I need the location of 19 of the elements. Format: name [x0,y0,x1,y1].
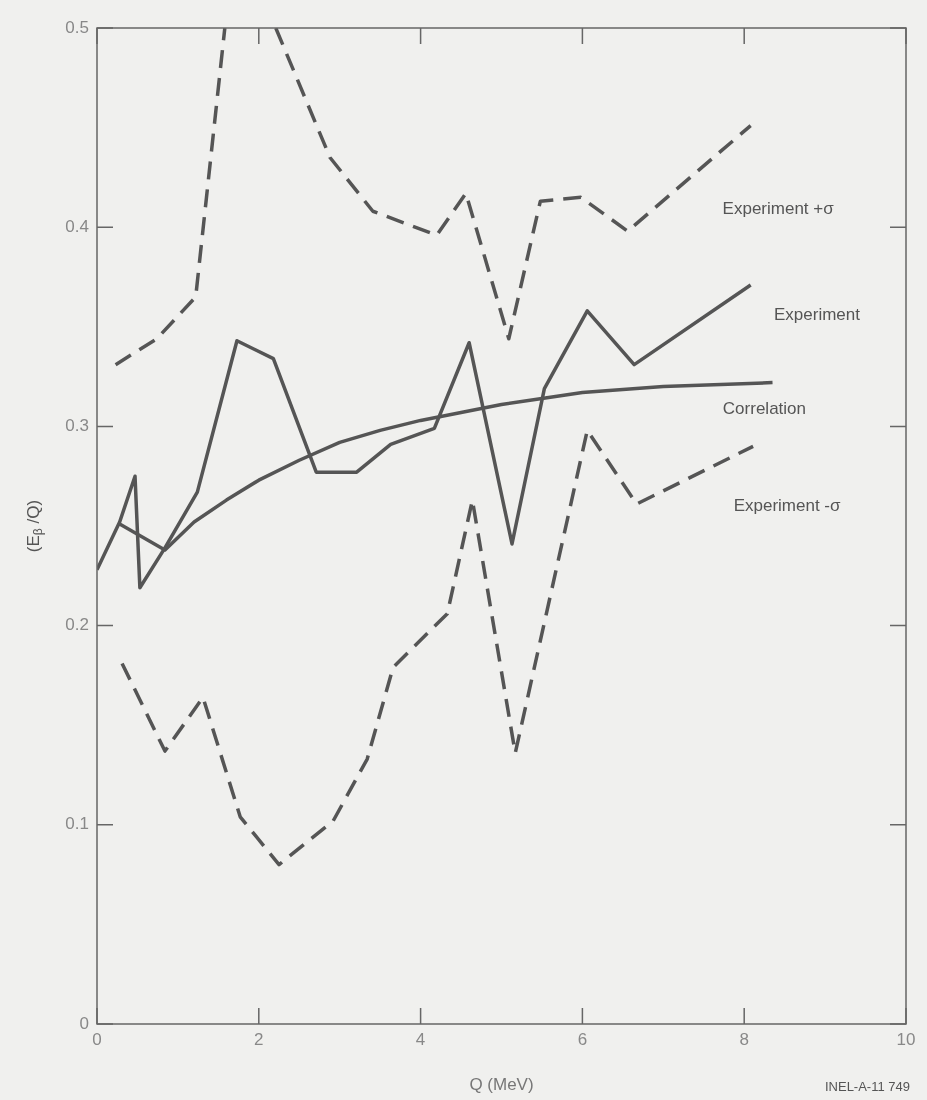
text: Experiment +σ [722,198,835,218]
series-label: Correlation [722,399,806,419]
x-tick-label: 8 [739,1029,749,1049]
y-tick-label: 0.5 [65,17,89,37]
text: INEL-A-11 749 [824,1078,910,1094]
x-tick-label: 10 [896,1029,916,1049]
y-tick-label: 0 [79,1013,89,1033]
x-tick-label: 0 [92,1029,102,1049]
x-tick-label: 4 [415,1029,426,1049]
y-tick-label: 0.3 [65,416,89,436]
y-tick-label: 0.2 [65,615,89,635]
x-tick-label: 2 [254,1029,264,1049]
x-tick-label: 6 [577,1029,588,1049]
y-axis-title: (Eβ /Q) [23,499,46,553]
x-axis-title: Q (MeV) [469,1075,534,1095]
y-tick-label: 0.1 [65,814,89,834]
y-tick-label: 0.4 [65,216,89,236]
series-label: Experiment [774,304,861,324]
text: Experiment -σ [733,495,842,515]
